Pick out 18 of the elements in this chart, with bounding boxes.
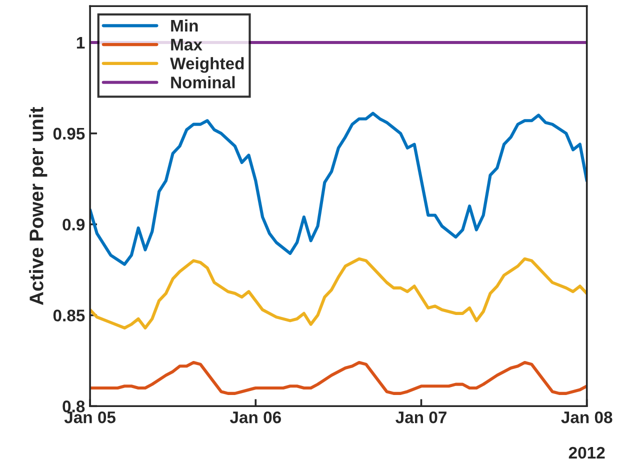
y-tick-label: 0.85 xyxy=(53,310,85,322)
line-series xyxy=(90,257,587,330)
legend-label: Min xyxy=(171,19,198,32)
line-series xyxy=(90,112,587,266)
x-tick-label: Jan 05 xyxy=(64,411,116,424)
y-axis-title: Active Power per unit xyxy=(29,106,48,306)
y-tick-label: 1 xyxy=(76,37,85,49)
x-tick-label: Jan 08 xyxy=(561,411,612,424)
y-tick-label: 0.9 xyxy=(62,218,85,231)
y-tick-label: 0.95 xyxy=(53,128,85,140)
x-tick-label: Jan 06 xyxy=(230,411,281,424)
line-series xyxy=(90,360,587,395)
legend-label: Nominal xyxy=(171,76,235,88)
x-tick-label: Jan 07 xyxy=(396,411,446,424)
legend-label: Max xyxy=(171,38,202,51)
legend-label: Weighted xyxy=(170,57,244,73)
y-tick-label: 0.8 xyxy=(62,400,85,412)
text: 2012 xyxy=(568,446,605,459)
